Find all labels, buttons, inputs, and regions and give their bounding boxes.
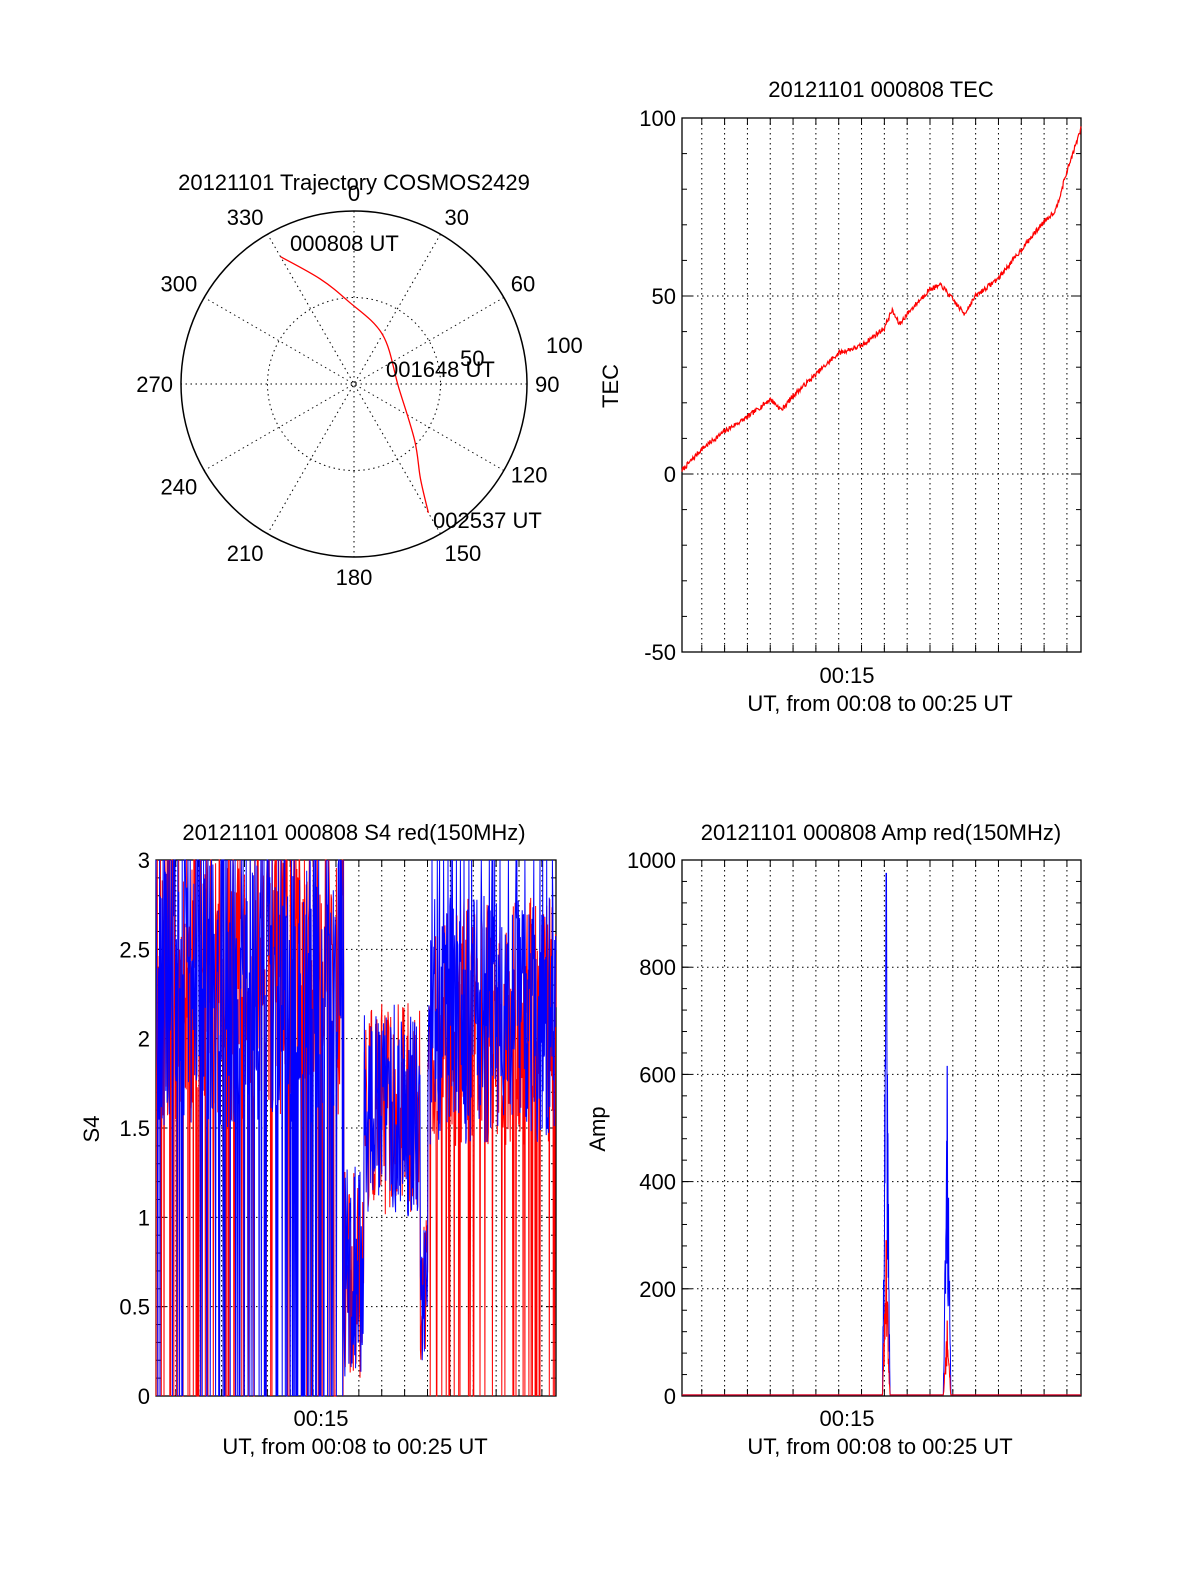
polar-angle-label-150: 150 [445, 541, 482, 566]
s4-series-line [155, 859, 557, 1397]
amp-series [682, 872, 1081, 1396]
tec-frame [681, 117, 1082, 653]
trajectory-start-label: 000808 UT [290, 231, 399, 256]
amp-title: 20121101 000808 Amp red(150MHz) [701, 820, 1061, 845]
amp-x-tick-0015: 00:15 [819, 1406, 874, 1431]
amp-axes: 0 200 400 600 800 1000 [627, 848, 1082, 1409]
s4-x-tick-0015: 00:15 [293, 1406, 348, 1431]
polar-angle-labels: 0 30 60 90 120 150 180 210 240 270 300 330 [136, 181, 559, 590]
tec-title: 20121101 000808 TEC [768, 77, 994, 102]
s4-ytick-label: 2 [138, 1027, 150, 1052]
s4-ytick-label: 1 [138, 1205, 150, 1230]
s4-panel: 20121101 000808 S4 red(150MHz) 0 0.5 1 1.5 2… [79, 820, 557, 1459]
polar-spoke-30 [267, 233, 441, 535]
trajectory-end-label: 002537 UT [433, 508, 542, 533]
polar-grid [180, 210, 528, 558]
amp-y-axis-label: Amp [585, 1106, 610, 1151]
amp-ytick-label: 200 [639, 1277, 676, 1302]
tec-ytick-label: -50 [644, 640, 676, 665]
tec-y-axis-label: TEC [598, 364, 623, 408]
tec-ytick-label: 50 [652, 284, 676, 309]
polar-spoke-60 [203, 297, 505, 471]
amp-panel: 20121101 000808 Amp red(150MHz) 0 200 400 6… [585, 820, 1082, 1459]
trajectory-mid-label: 001648 UT [386, 357, 495, 382]
tec-ytick-label: 0 [664, 462, 676, 487]
amp-ytick-label: 1000 [627, 848, 676, 873]
tec-axes: -50 0 50 100 [639, 106, 1082, 665]
polar-inner-circle [267, 297, 441, 471]
s4-ytick-label: 1.5 [119, 1116, 150, 1141]
tec-x-axis-label: UT, from 00:08 to 00:25 UT [747, 691, 1012, 716]
polar-outer-circle [180, 210, 528, 558]
amp-ytick-label: 0 [664, 1384, 676, 1409]
amp-x-axis-label: UT, from 00:08 to 00:25 UT [747, 1434, 1012, 1459]
s4-series [155, 859, 557, 1397]
polar-spoke-120 [203, 297, 505, 471]
s4-ytick-label: 0.5 [119, 1295, 150, 1320]
polar-angle-label-120: 120 [511, 463, 548, 488]
polar-angle-label-300: 300 [161, 272, 198, 297]
s4-x-axis-label: UT, from 00:08 to 00:25 UT [222, 1434, 487, 1459]
polar-angle-label-0: 0 [348, 181, 360, 206]
amp-ytick-label: 600 [639, 1062, 676, 1087]
polar-angle-label-270: 270 [136, 372, 173, 397]
amp-ytick-label: 800 [639, 955, 676, 980]
trajectory-title: 20121101 Trajectory COSMOS2429 [178, 170, 530, 195]
s4-y-axis-label: S4 [79, 1116, 104, 1143]
s4-ytick-label: 0 [138, 1384, 150, 1409]
polar-angle-label-30: 30 [445, 205, 469, 230]
trajectory-line [280, 256, 430, 513]
amp-frame [681, 859, 1082, 1397]
polar-angle-label-240: 240 [161, 475, 198, 500]
polar-angle-label-90: 90 [535, 372, 559, 397]
amp-ytick-label: 400 [639, 1170, 676, 1195]
polar-angle-label-330: 330 [227, 205, 264, 230]
polar-angle-label-210: 210 [227, 541, 264, 566]
polar-angle-label-60: 60 [511, 272, 535, 297]
tec-series-line [681, 126, 1082, 472]
polar-radius-label-50: 50 [460, 346, 484, 371]
polar-angle-label-180: 180 [336, 565, 373, 590]
amp-series-line [682, 872, 1081, 1396]
tec-x-tick-0015: 00:15 [819, 663, 874, 688]
polar-spoke-150 [267, 233, 441, 535]
s4-title: 20121101 000808 S4 red(150MHz) [182, 820, 525, 845]
tec-ytick-label: 100 [639, 106, 676, 131]
trajectory-panel: 20121101 Trajectory COSMOS2429 0 30 60 90 12… [136, 170, 582, 590]
s4-ytick-label: 3 [138, 848, 150, 873]
amp-series-line [682, 1240, 1081, 1396]
polar-radius-label-100: 100 [546, 333, 583, 358]
s4-ytick-label: 2.5 [119, 937, 150, 962]
